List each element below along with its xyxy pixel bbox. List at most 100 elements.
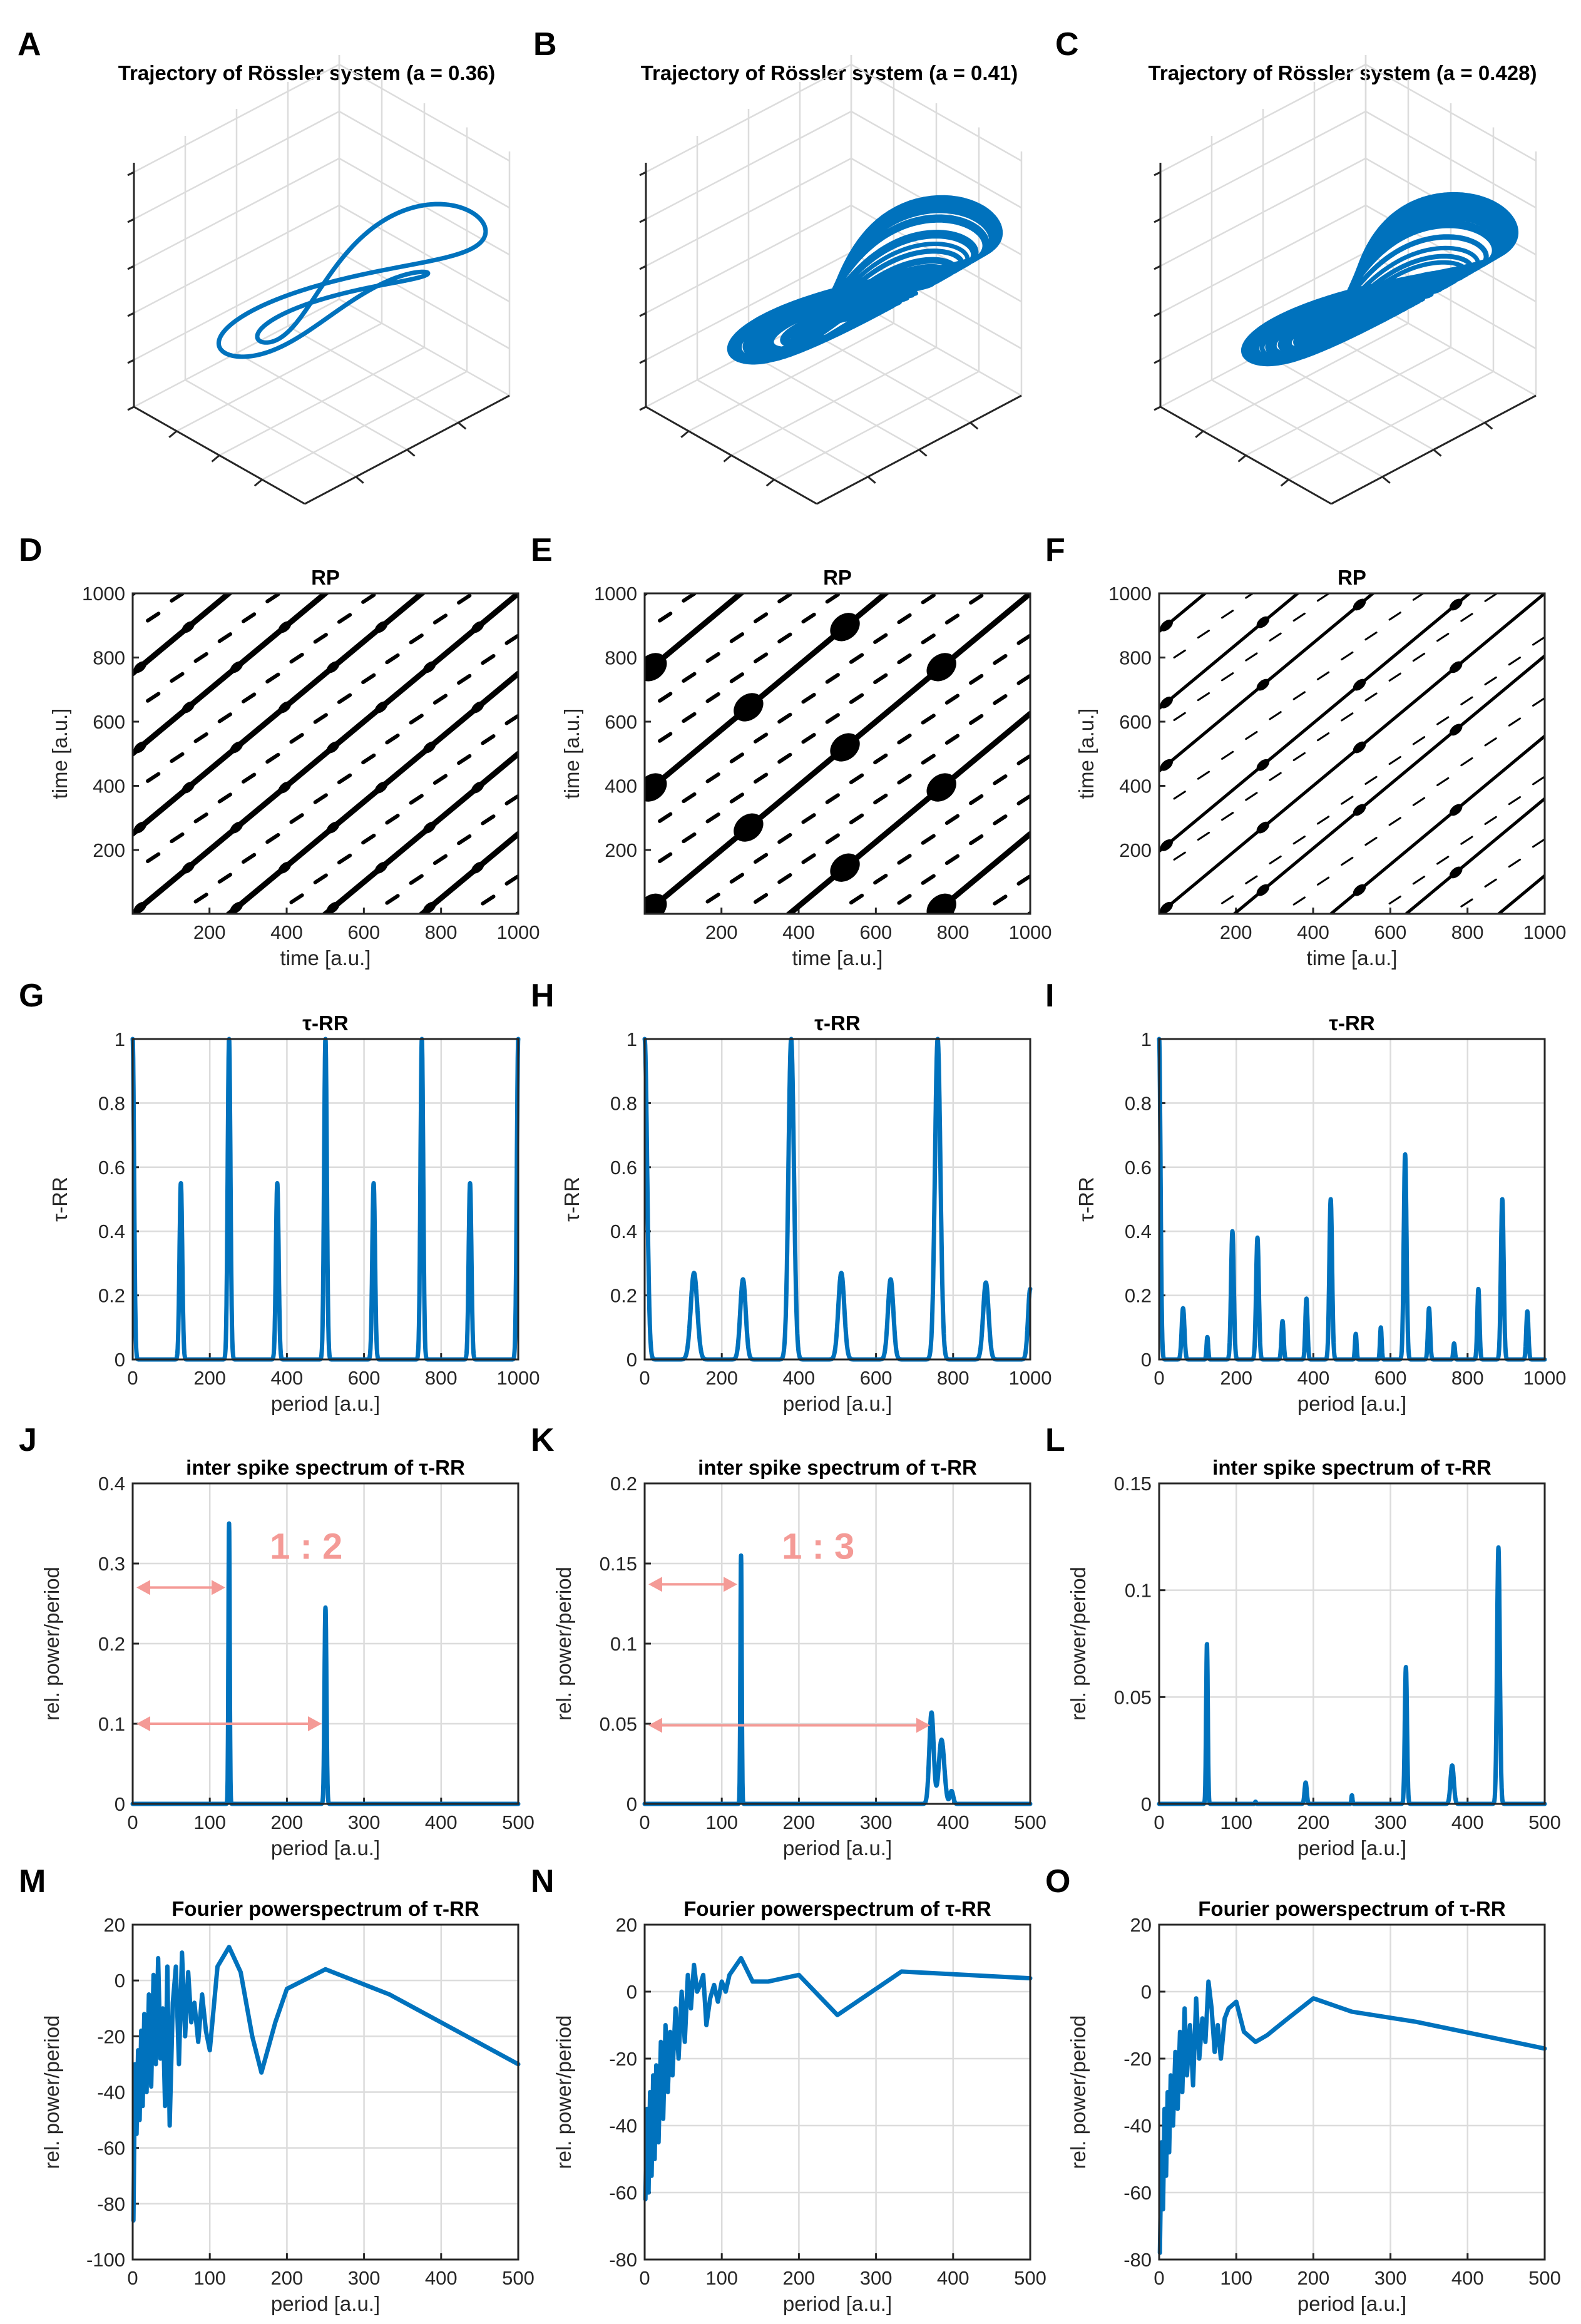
recurrence-blob (1353, 678, 1366, 691)
y-tick-label: 800 (93, 647, 125, 669)
arrowhead-right (308, 1716, 322, 1731)
recurrence-segment (432, 774, 448, 785)
recurrence-blob (182, 861, 195, 874)
recurrence-segment (1245, 792, 1258, 801)
fourier-panel-o: O Fourier powerspectrum of τ-RR period [a.… (1045, 1863, 1561, 2315)
y-tick-label: 400 (93, 776, 125, 797)
x-tick-label: 500 (1528, 2267, 1561, 2289)
recurrence-blob (230, 821, 243, 834)
recurrence-segment (193, 732, 208, 744)
recurrence-segment (1316, 593, 1330, 602)
recurrence-segment (1197, 629, 1210, 639)
recurrence-segment (658, 852, 673, 863)
recurrence-segment (313, 633, 328, 644)
y-tick-label: 800 (605, 647, 637, 669)
recurrence-segment (873, 793, 888, 805)
recurrence-segment (729, 632, 745, 643)
recurrence-segment (1173, 791, 1186, 800)
recurrence-blob (1449, 724, 1463, 736)
recurrence-segment (729, 672, 745, 683)
y-tick-label: 20 (1130, 1914, 1152, 1936)
recurrence-segment (825, 793, 840, 804)
recurrence-segment (993, 653, 1008, 665)
y-tick-label: 0.1 (610, 1633, 637, 1655)
x-tick-labels: 0 200 400 600 800 1000 (127, 1367, 540, 1389)
recurrence-segment (241, 772, 257, 784)
grid-line (1202, 322, 1409, 432)
recurrence-segment (801, 692, 816, 704)
y-tick (406, 449, 416, 457)
x-tick-label: 0 (127, 1367, 138, 1389)
recurrence-segment (969, 794, 984, 806)
x-tick-label: 500 (502, 1811, 535, 1833)
recurrence-segment (1269, 855, 1282, 865)
recurrence-segment (241, 692, 257, 704)
recurrence-segment (217, 792, 233, 804)
y-tick-label: 0 (115, 1349, 125, 1371)
panel-label: N (531, 1863, 555, 1900)
x-tick-label: 200 (271, 1811, 304, 1833)
recurrence-segment (1245, 730, 1258, 740)
recurrence-segment (1388, 817, 1401, 826)
grid-line (176, 322, 382, 432)
y-tick-labels: 0 0.05 0.1 0.15 (1114, 1473, 1152, 1815)
y-tick-labels: 0 0.1 0.2 0.3 0.4 (98, 1473, 125, 1815)
z-tick (127, 265, 135, 270)
y-tick-label: 0.3 (98, 1553, 125, 1575)
recurrence-segment (825, 593, 840, 604)
recurrence-blob (645, 773, 667, 802)
recurrence-segment (1484, 878, 1497, 888)
x-tick (1195, 430, 1204, 438)
y-tick-label: 400 (1119, 776, 1152, 797)
series-line (643, 1956, 1033, 2202)
y-tick-label: 1000 (594, 583, 637, 605)
recurrence-segment (1316, 816, 1330, 825)
z-tick (127, 218, 135, 223)
y-tick-label: 20 (104, 1914, 125, 1936)
recurrence-segment (753, 612, 769, 623)
recurrence-segment (385, 894, 400, 905)
panel-title: inter spike spectrum of τ-RR (698, 1456, 977, 1479)
panel-title: τ-RR (302, 1011, 349, 1035)
recurrence-blob (374, 781, 388, 794)
recurrence-segment (1460, 836, 1473, 845)
recurrence-blob (182, 701, 195, 714)
x-tick-label: 800 (937, 921, 970, 943)
y-tick-label: -20 (1123, 2048, 1152, 2070)
y-tick-label: 0.4 (98, 1473, 125, 1495)
x-tick-label: 500 (1528, 1811, 1561, 1833)
y-axis-label: rel. power/period (40, 1567, 63, 1721)
x-tick (168, 430, 178, 438)
recurrence-segment (993, 694, 1008, 705)
y-tick-label: 0.6 (98, 1157, 125, 1179)
recurrence-segment (1341, 796, 1354, 805)
x-tick (1237, 454, 1247, 463)
recurrence-segment (1016, 874, 1030, 886)
recurrence-segment (1532, 839, 1545, 848)
x-tick-label: 200 (783, 2267, 816, 2289)
x-axis-label: period [a.u.] (1297, 1392, 1406, 1415)
recurrence-blob (1353, 741, 1366, 754)
y-tick-labels: 0 0.05 0.1 0.15 0.2 (600, 1473, 637, 1815)
recurrence-segment (1412, 797, 1426, 806)
recurrence-segment (944, 694, 960, 705)
panel-label: L (1045, 1422, 1065, 1458)
y-tick-label: 0.4 (1125, 1221, 1152, 1242)
x-tick-label: 400 (937, 1811, 970, 1833)
recurrence-segment (504, 634, 518, 645)
x-tick-label: 1000 (1523, 921, 1567, 943)
recurrence-segment (897, 854, 912, 865)
x-tick-label: 400 (425, 1811, 458, 1833)
y-axis-label: rel. power/period (1067, 2015, 1090, 2169)
recurrence-segment (944, 814, 960, 825)
recurrence-segment (1245, 593, 1255, 599)
recurrence-segment (241, 612, 257, 623)
recurrence-segment (705, 893, 720, 904)
recurrence-segment (1197, 831, 1210, 841)
y-tick-label: 200 (1119, 839, 1152, 861)
recurrence-segment (801, 853, 816, 864)
recurrence-segment (897, 734, 912, 745)
y-tick-label: 1 (1141, 1028, 1152, 1050)
x-tick-label: 1000 (497, 921, 540, 943)
recurrence-blob (422, 741, 436, 754)
